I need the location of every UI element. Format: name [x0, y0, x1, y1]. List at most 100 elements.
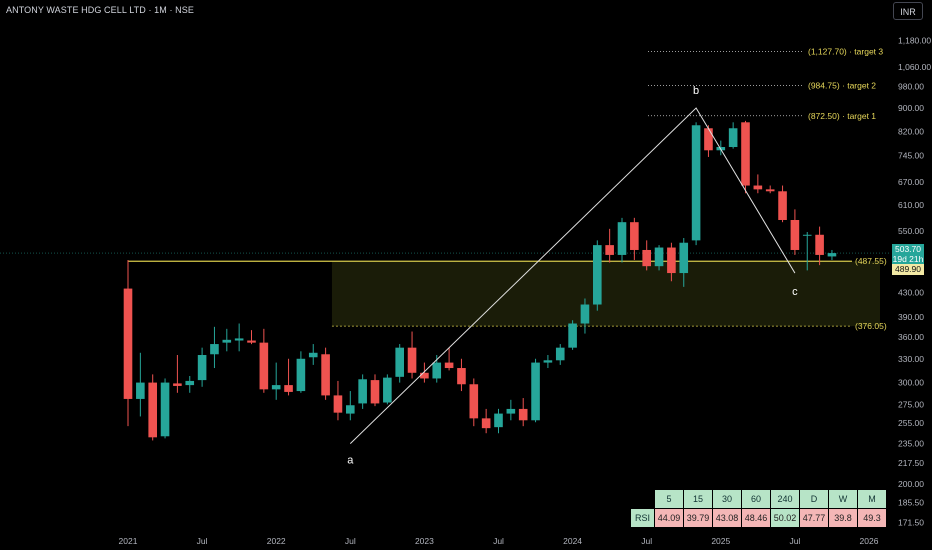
x-tick-label: 2023 [415, 536, 434, 546]
level-label: (376.05) [855, 321, 887, 331]
y-tick-label: 900.00 [898, 103, 924, 113]
candle [630, 217, 639, 260]
candle [679, 238, 689, 287]
y-tick-label: 610.00 [898, 200, 924, 210]
candle-body [518, 408, 528, 421]
rsi-tf-d: D [799, 489, 829, 509]
candle [185, 376, 195, 393]
candle-body [444, 362, 454, 369]
candle-body [296, 358, 306, 392]
y-tick-label: 275.00 [898, 399, 924, 409]
y-tick-label: 745.00 [898, 150, 924, 160]
candle [173, 355, 182, 393]
candle-body [593, 245, 602, 305]
last-price-value: 503.70 [895, 244, 921, 254]
candle [802, 232, 812, 271]
last-price-tag: 503.70 19d 21h [892, 244, 924, 264]
candle-body [617, 222, 627, 255]
x-tick-label: Jul [789, 536, 800, 546]
candle [790, 209, 800, 255]
candle-body [667, 247, 676, 274]
y-tick-label: 1,180.00 [898, 35, 931, 45]
candle-body [654, 247, 664, 267]
candle [741, 120, 750, 194]
candle-body [222, 339, 232, 343]
candle [654, 245, 664, 271]
candle-body [494, 413, 503, 428]
level-price-tag: 489.90 [892, 264, 924, 275]
level-price-value: 489.90 [895, 264, 921, 274]
candle-body [271, 385, 281, 390]
candle-body [630, 222, 639, 250]
x-tick-label: 2022 [267, 536, 286, 546]
candle-body [469, 384, 479, 419]
candle [704, 125, 713, 157]
candle [543, 355, 553, 369]
rsi-value-d: 47.77 [799, 508, 829, 528]
y-tick-label: 980.00 [898, 82, 924, 92]
rsi-tf-15: 15 [683, 489, 713, 509]
rsi-value-w: 39.8 [828, 508, 858, 528]
rsi-tf-240: 240 [770, 489, 800, 509]
demand-zone [331, 261, 880, 327]
candle-body [160, 382, 170, 437]
rsi-tf-m: M [857, 489, 887, 509]
candle [667, 242, 676, 282]
rsi-value-15: 39.79 [683, 508, 713, 528]
candle [815, 226, 824, 266]
x-tick-label: 2025 [711, 536, 730, 546]
rsi-row-label: RSI [630, 508, 655, 528]
rsi-value-30: 43.08 [712, 508, 742, 528]
y-tick-label: 200.00 [898, 479, 924, 489]
candle [284, 358, 293, 396]
candle-body [728, 128, 738, 148]
y-axis: 1,180.00 1,060.00 980.00 900.00 820.00 745.00… [898, 35, 931, 527]
candle-body [197, 355, 207, 381]
y-tick-label: 820.00 [898, 126, 924, 136]
y-tick-label: 360.00 [898, 332, 924, 342]
candle-body [247, 340, 256, 343]
candle-body [136, 382, 145, 399]
candle-body [765, 189, 775, 192]
candle-body [346, 405, 355, 414]
candle [136, 352, 145, 417]
pattern-point-label: a [347, 455, 354, 467]
candle-body [370, 380, 380, 404]
candle [210, 326, 219, 369]
rsi-tf-30: 30 [712, 489, 742, 509]
y-tick-label: 185.50 [898, 498, 924, 508]
candle [123, 259, 133, 427]
candle [605, 228, 614, 263]
rsi-tf-w: W [828, 489, 858, 509]
candle-body [802, 234, 812, 236]
candle-body [506, 408, 516, 414]
currency-selector[interactable]: INR [893, 2, 923, 20]
x-tick-label: Jul [641, 536, 652, 546]
target-label: (984.75) · target 2 [808, 81, 876, 91]
candle-body [420, 372, 429, 379]
candle-body [778, 191, 787, 220]
candle-body [691, 125, 701, 241]
candle-body [358, 379, 367, 404]
y-tick-label: 300.00 [898, 378, 924, 388]
candle [778, 185, 787, 223]
y-tick-label: 255.00 [898, 418, 924, 428]
candle-body [123, 288, 133, 399]
candle [346, 391, 355, 421]
candle-body [234, 338, 244, 341]
rsi-value-240: 50.02 [770, 508, 800, 528]
x-tick-label: Jul [345, 536, 356, 546]
rsi-value-60: 48.46 [741, 508, 771, 528]
candle [383, 374, 392, 405]
candles [123, 120, 837, 441]
candle-body [555, 347, 565, 361]
rsi-tf-60: 60 [741, 489, 771, 509]
y-tick-label: 550.00 [898, 226, 924, 236]
candle [234, 323, 244, 352]
candle-body [185, 380, 195, 386]
rsi-tf-5: 5 [654, 489, 684, 509]
countdown-value: 19d 21h [892, 254, 924, 264]
candle-body [148, 382, 157, 438]
candle [642, 240, 651, 271]
